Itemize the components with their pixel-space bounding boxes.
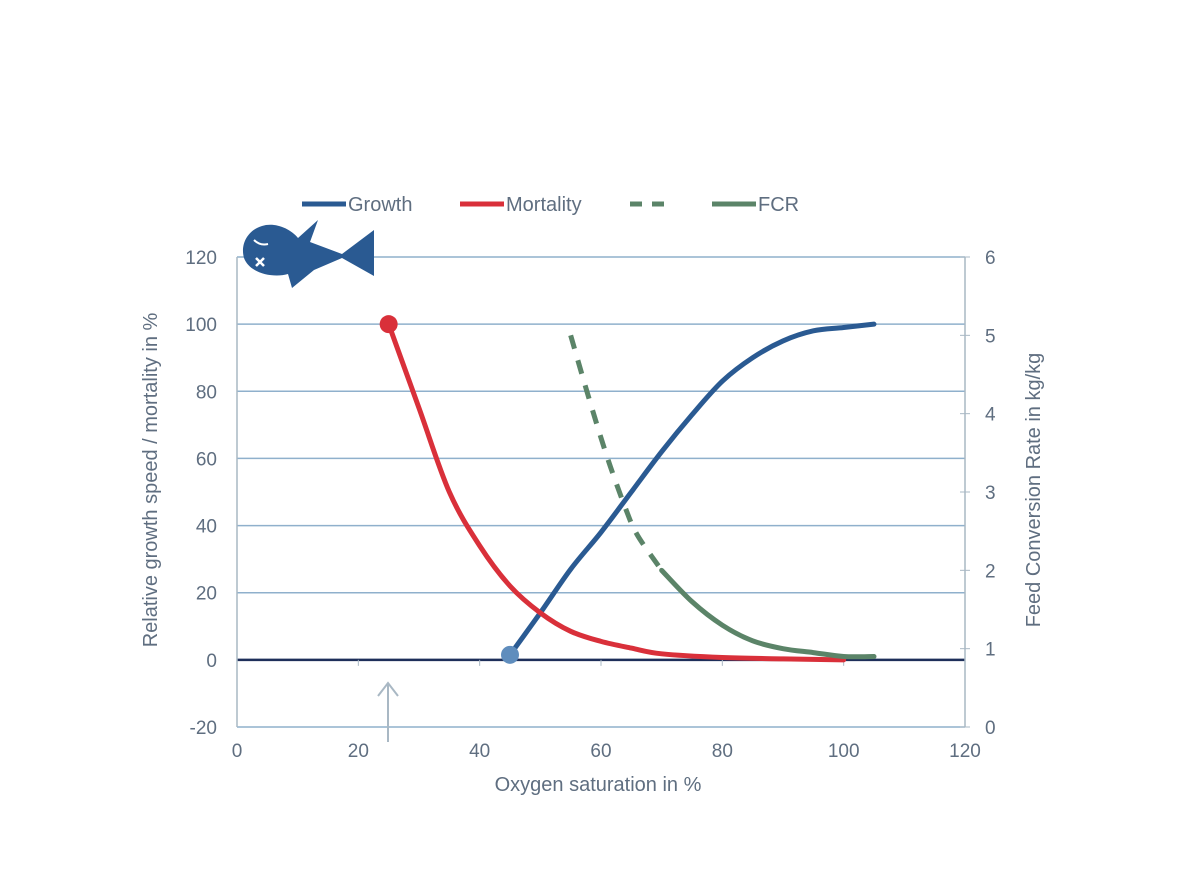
legend-label: FCR	[758, 194, 799, 216]
y2-tick-label: 3	[985, 483, 996, 504]
annotation-arrow	[377, 681, 399, 742]
dead-fish-icon	[242, 220, 374, 288]
start-marker-mortality	[379, 315, 398, 334]
x-tick-label: 80	[712, 741, 733, 762]
y-tick-label: 120	[185, 248, 217, 269]
x-tick-label: 0	[232, 741, 243, 762]
series-line-growth	[507, 321, 877, 658]
y-tick-label: 0	[206, 651, 217, 672]
series-group	[379, 315, 877, 664]
y2-tick-label: 2	[985, 561, 996, 582]
x-tick-label: 60	[590, 741, 611, 762]
y2-tick-label: 1	[985, 640, 996, 661]
y2-tick-label: 4	[985, 405, 996, 426]
y2-tick-label: 0	[985, 718, 996, 739]
x-tick-label: 100	[828, 741, 860, 762]
x-tick-label: 20	[348, 741, 369, 762]
y2-tick-label: 5	[985, 326, 996, 347]
y2-axis-label: Feed Conversion Rate in kg/kg	[1023, 353, 1045, 628]
y-tick-label: 100	[185, 315, 217, 336]
y-tick-label: 60	[196, 449, 217, 470]
y-tick-label: 20	[196, 584, 217, 605]
y-axis-label: Relative growth speed / mortality in %	[140, 312, 162, 647]
x-tick-label: 40	[469, 741, 490, 762]
y-tick-label: 80	[196, 382, 217, 403]
x-axis-label: Oxygen saturation in %	[495, 774, 702, 796]
y2-tick-label: 6	[985, 248, 996, 269]
start-marker-growth	[501, 645, 519, 664]
series-line-fcr	[659, 567, 877, 660]
x-tick-label: 120	[949, 741, 981, 762]
legend-label: Mortality	[506, 194, 582, 216]
legend: Growth Mortality FCR	[302, 194, 799, 216]
y-tick-label: 40	[196, 517, 217, 538]
y-tick-label: -20	[190, 718, 217, 739]
series-line-mortality	[386, 321, 847, 663]
series-line-fcr	[568, 334, 664, 572]
legend-label: Growth	[348, 194, 412, 216]
